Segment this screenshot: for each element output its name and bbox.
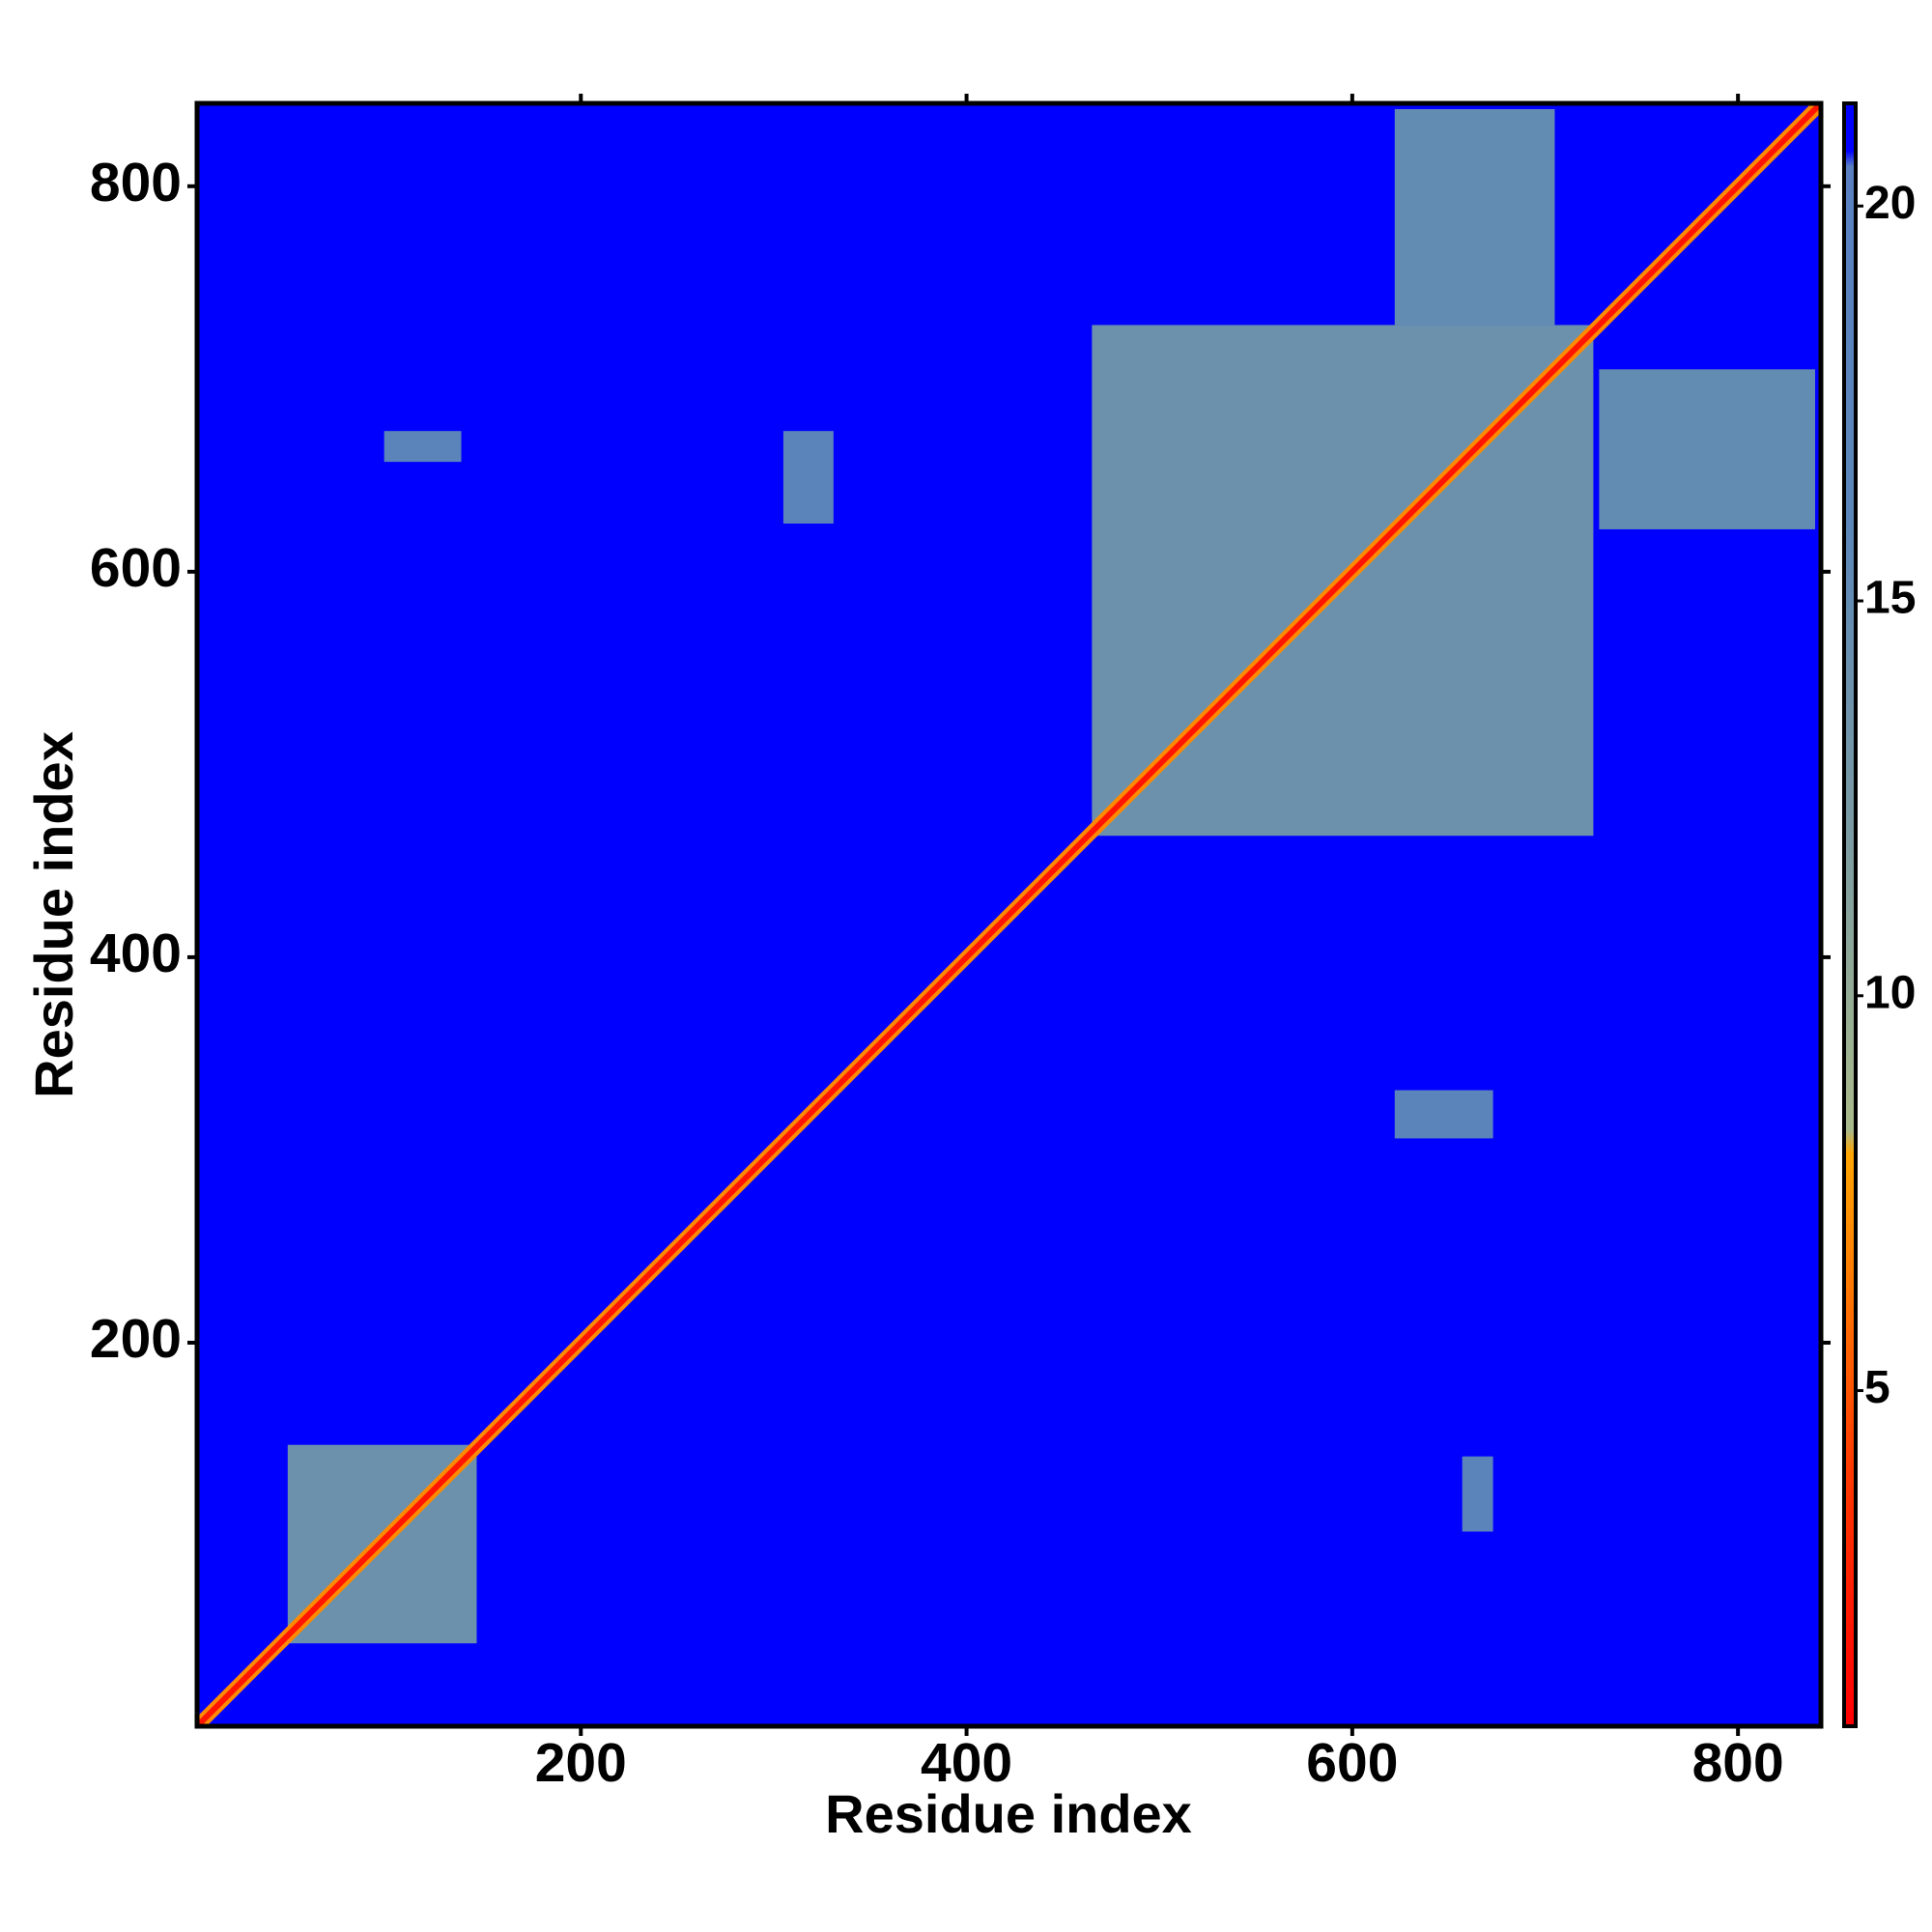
heatmap-cell	[1394, 1090, 1493, 1139]
heatmap-cell	[1599, 369, 1816, 529]
x-tick-label: 200	[535, 1732, 627, 1794]
heatmap-cell	[384, 431, 462, 463]
heatmap-cell	[1394, 108, 1555, 326]
y-tick-label: 600	[90, 537, 182, 599]
heatmap-cell	[1462, 1456, 1493, 1532]
y-tick-label: 400	[90, 923, 182, 984]
heatmap-cell	[782, 431, 834, 524]
x-tick-label: 600	[1306, 1732, 1398, 1794]
colorbar	[1842, 101, 1858, 1728]
x-tick-label: 800	[1692, 1732, 1784, 1794]
plot-frame	[194, 100, 1824, 1729]
x-axis-title: Residue index	[825, 1783, 1192, 1844]
y-axis-title: Residue index	[23, 731, 84, 1098]
heatmap	[197, 103, 1821, 1726]
colorbar-tick-label: 5	[1864, 1362, 1890, 1413]
colorbar-tick-label: 10	[1864, 967, 1916, 1018]
diagonal	[197, 103, 1821, 1726]
y-tick-label: 200	[90, 1308, 182, 1370]
colorbar-tick-label: 20	[1864, 178, 1916, 229]
y-tick-label: 800	[90, 152, 182, 213]
colorbar-tick-label: 15	[1864, 573, 1916, 624]
x-tick-label: 400	[921, 1732, 1012, 1794]
